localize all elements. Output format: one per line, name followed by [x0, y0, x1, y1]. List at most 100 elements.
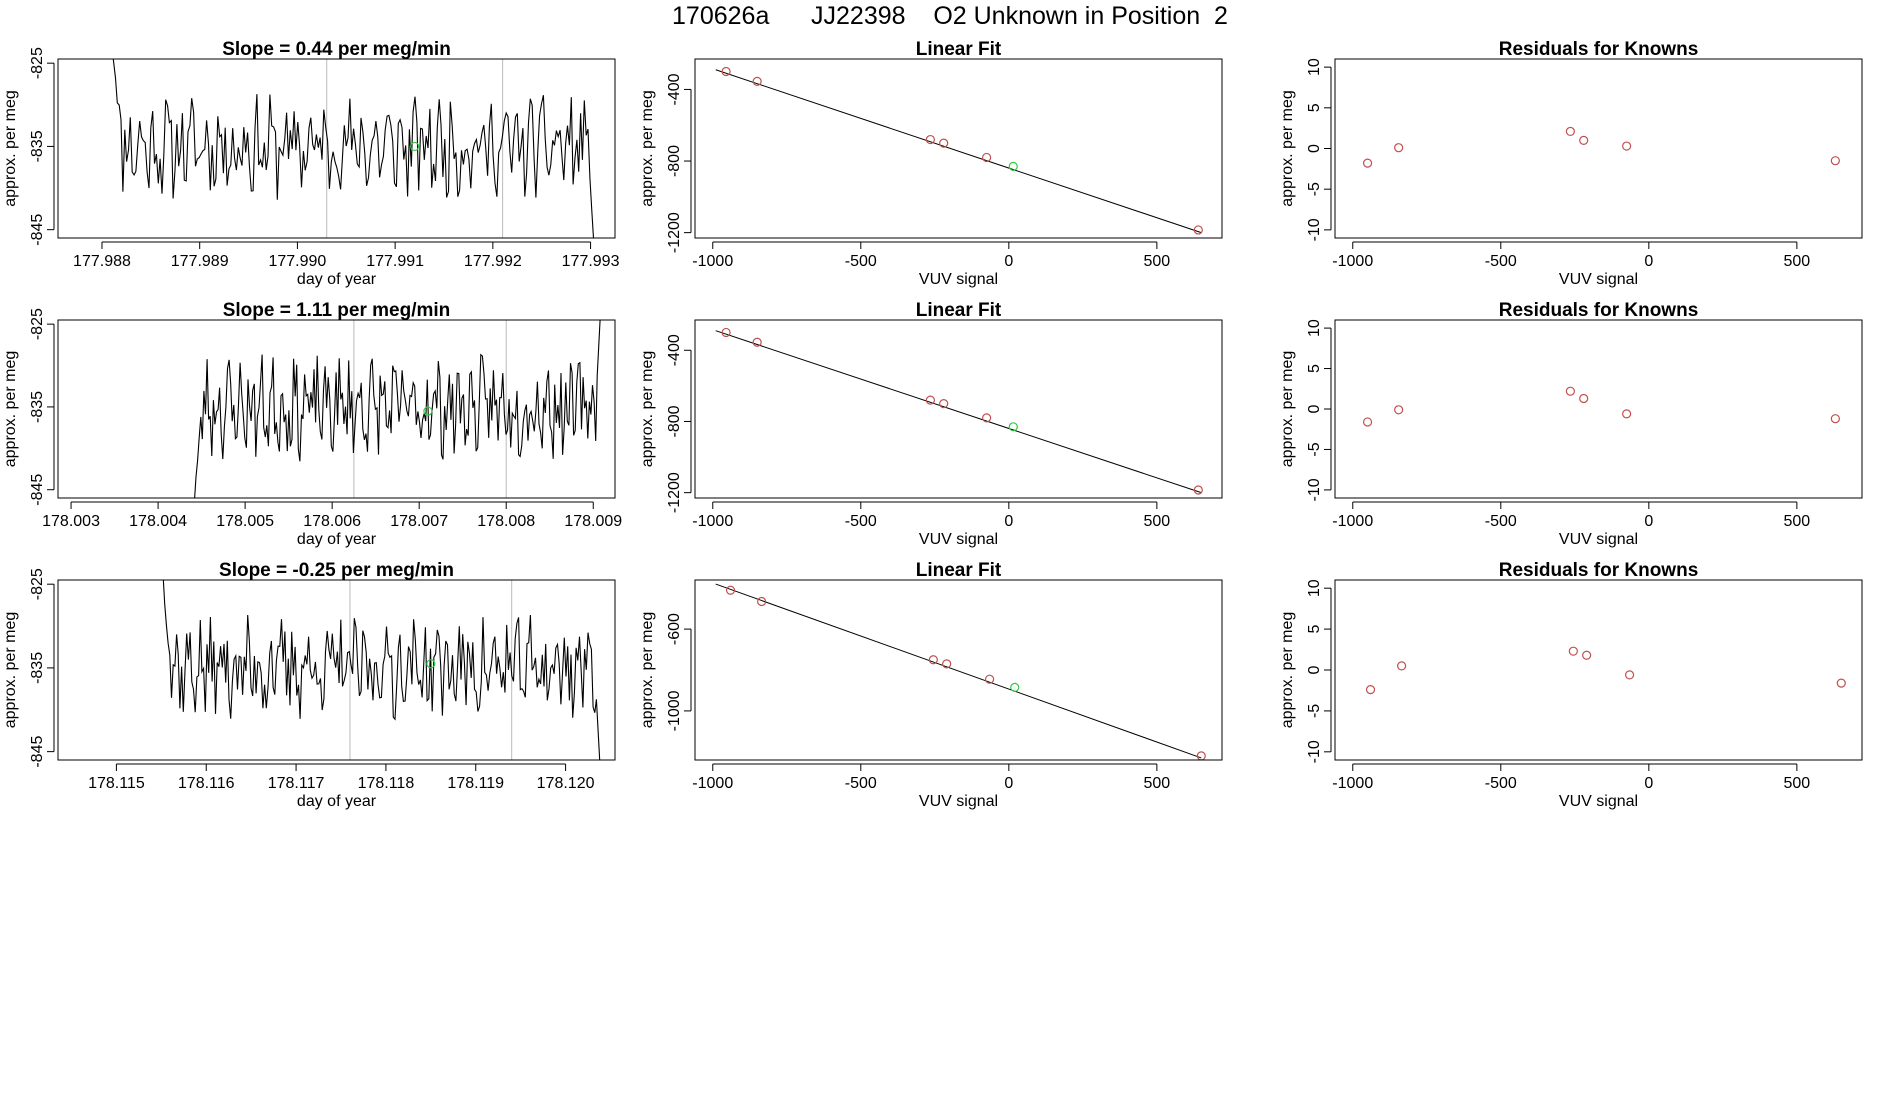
x-tick-label: 500: [1144, 253, 1171, 270]
known-point: [752, 76, 762, 86]
panel-title: Linear Fit: [916, 300, 1002, 321]
x-axis-label: day of year: [297, 531, 377, 548]
plot-frame: [57, 579, 616, 761]
panel-title: Residuals for Knowns: [1499, 39, 1699, 60]
residual-point: [1830, 414, 1840, 424]
residual-point: [1394, 405, 1404, 415]
panel-timeseries-2: Slope = 1.11 per meg/min 178.003 178.004 17…: [2, 300, 622, 548]
y-tick-label: -1200: [666, 472, 683, 513]
x-tick-label: 178.117: [268, 775, 325, 792]
x-tick-label: 178.007: [390, 513, 448, 530]
x-tick-label: 177.993: [562, 253, 620, 270]
known-point: [928, 655, 938, 665]
panel-residuals-3: Residuals for Knowns -1000 -500 0 500 VUV sig…: [1279, 560, 1863, 810]
plot-frame: [1334, 319, 1863, 499]
plot-area: [1365, 646, 1846, 695]
known-point: [982, 413, 992, 423]
x-axis-label: VUV signal: [919, 271, 998, 288]
panel-title: Slope = -0.25 per meg/min: [219, 560, 454, 581]
residual-point: [1582, 650, 1592, 660]
unknown-point: [1010, 682, 1020, 692]
x-tick-label: 178.003: [42, 513, 100, 530]
residual-point: [1397, 661, 1407, 671]
x-tick-label: 178.115: [88, 775, 145, 792]
y-tick-label: 10: [1306, 579, 1323, 597]
y-axis-label: approx. per meg: [2, 90, 19, 207]
plot-area: [715, 327, 1203, 495]
y-tick-label: 5: [1306, 364, 1323, 373]
y-tick-label: -825: [29, 308, 46, 340]
plot-area: [1362, 126, 1840, 168]
unknown-point: [410, 141, 420, 152]
unknown-point: [426, 659, 436, 669]
y-tick-label: -825: [29, 47, 46, 79]
x-tick-label: 178.119: [447, 775, 504, 792]
panel-residuals-1: Residuals for Knowns -1000 -500 0 500 VUV sig…: [1279, 39, 1863, 288]
fit-line: [715, 330, 1202, 494]
x-tick-label: -1000: [1332, 513, 1373, 530]
y-axis-label: approx. per meg: [2, 351, 19, 468]
fit-line: [715, 69, 1202, 234]
x-tick-label: 0: [1644, 513, 1653, 530]
y-tick-label: 0: [1306, 144, 1323, 153]
page-title: 170626a JJ22398 O2 Unknown in Position 2: [672, 2, 1228, 30]
panel-timeseries-3: Slope = -0.25 per meg/min 178.115 178.116 1…: [2, 560, 616, 810]
panel-title: Residuals for Knowns: [1499, 560, 1699, 581]
y-tick-label: -845: [29, 474, 46, 506]
x-tick-label: 178.006: [303, 513, 361, 530]
x-tick-label: 178.008: [477, 513, 535, 530]
residual-point: [1624, 670, 1635, 680]
x-tick-label: 177.988: [73, 253, 131, 270]
residual-point: [1394, 143, 1404, 153]
y-tick-label: -5: [1306, 704, 1323, 718]
x-tick-label: 177.992: [464, 253, 522, 270]
panel-title: Linear Fit: [916, 39, 1002, 60]
y-axis-label: approx. per meg: [2, 612, 19, 729]
residual-point: [1568, 646, 1578, 656]
x-tick-label: -1000: [1332, 253, 1373, 270]
x-tick-label: 178.005: [216, 513, 274, 530]
y-tick-label: -600: [666, 613, 683, 645]
y-tick-label: -845: [29, 736, 46, 768]
known-point: [1193, 485, 1203, 495]
y-axis-label: approx. per meg: [639, 612, 656, 729]
panel-title: Slope = 1.11 per meg/min: [223, 300, 451, 321]
known-point: [721, 327, 731, 338]
known-point: [725, 585, 736, 595]
x-axis-label: VUV signal: [1559, 793, 1638, 810]
y-tick-label: -10: [1306, 740, 1323, 763]
residual-point: [1362, 417, 1373, 427]
y-tick-label: -400: [666, 73, 683, 105]
known-point: [1196, 751, 1206, 760]
x-tick-label: -500: [845, 775, 877, 792]
x-tick-label: 500: [1144, 513, 1171, 530]
x-tick-label: -1000: [692, 775, 733, 792]
known-point: [721, 66, 731, 77]
x-axis-label: VUV signal: [1559, 531, 1638, 548]
residual-point: [1362, 158, 1373, 168]
residual-point: [1365, 685, 1376, 695]
y-tick-label: -835: [29, 652, 46, 684]
y-tick-label: -10: [1306, 478, 1323, 501]
panel-linear-fit-3: Linear Fit -1000 -500 0 500 VUV signal -600 -10…: [639, 560, 1223, 810]
x-tick-label: -500: [1485, 253, 1517, 270]
plot-area: [112, 59, 595, 238]
x-tick-label: 177.991: [366, 253, 424, 270]
y-axis-label: approx. per meg: [1279, 612, 1296, 729]
known-point: [939, 138, 949, 148]
plot-area: [194, 320, 601, 498]
known-point: [752, 337, 762, 347]
panel-linear-fit-2: Linear Fit -1000 -500 0 500 VUV signal -400 -80…: [639, 300, 1223, 548]
x-tick-label: 177.990: [268, 253, 326, 270]
known-point: [942, 659, 952, 669]
panel-title: Residuals for Knowns: [1499, 300, 1699, 321]
y-axis-label: approx. per meg: [639, 90, 656, 207]
y-tick-label: -10: [1306, 218, 1323, 241]
y-axis-label: approx. per meg: [639, 351, 656, 468]
panel-title: Slope = 0.44 per meg/min: [222, 39, 451, 60]
known-point: [925, 134, 935, 145]
x-tick-label: 178.120: [537, 775, 595, 792]
y-tick-label: -835: [29, 391, 46, 423]
plot-frame: [694, 58, 1223, 239]
fit-line: [715, 583, 1202, 759]
